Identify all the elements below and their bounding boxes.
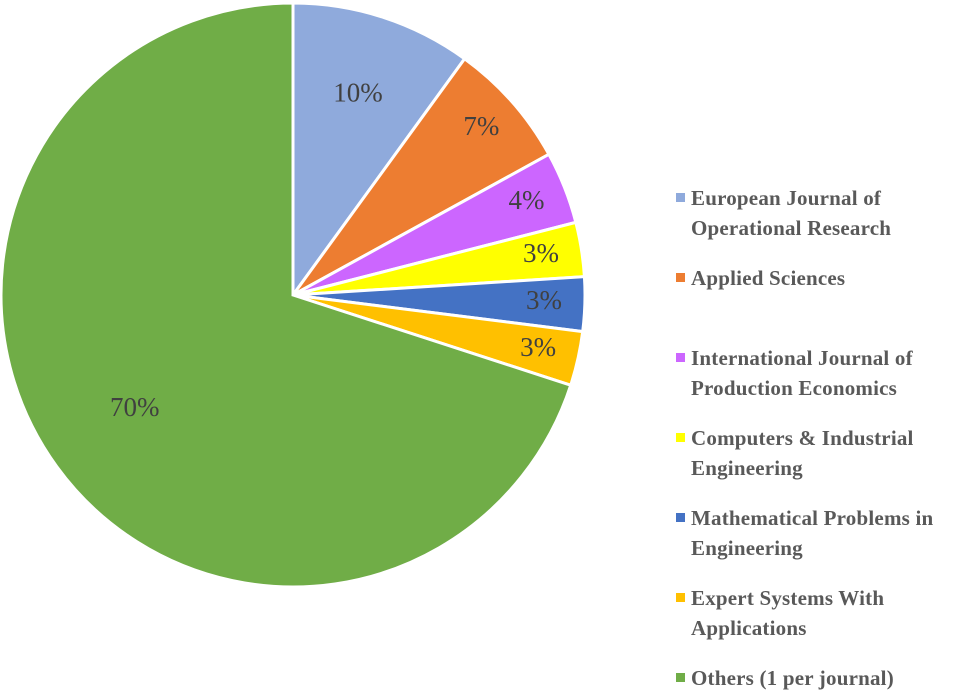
legend-entry: Applied Sciences: [676, 263, 966, 293]
legend-swatch: [676, 433, 685, 442]
legend-swatch: [676, 193, 685, 202]
legend-swatch: [676, 673, 685, 682]
data-label: 3%: [520, 332, 556, 362]
pie-slice: [0, 1, 573, 589]
legend-entry: Mathematical Problems in Engineering: [676, 503, 966, 563]
data-label: 4%: [508, 185, 544, 215]
pie-slice: [291, 1, 467, 300]
data-label: 3%: [523, 238, 559, 268]
legend-label: International Journal of Production Econ…: [691, 346, 913, 400]
legend-swatch: [676, 273, 685, 282]
pie-slice: [291, 56, 551, 297]
legend-label: European Journal of Operational Research: [691, 186, 892, 240]
data-label: 3%: [526, 285, 562, 315]
legend-entry: International Journal of Production Econ…: [676, 343, 966, 403]
legend-entry: Expert Systems With Applications: [676, 583, 966, 643]
legend-swatch: [676, 593, 685, 602]
data-label: 70%: [110, 392, 160, 422]
legend-label: Computers & Industrial Engineering: [691, 426, 914, 480]
legend-label: Others (1 per journal): [691, 666, 894, 690]
legend-entry: Others (1 per journal): [676, 663, 966, 693]
legend-swatch: [676, 353, 685, 362]
legend-entry: Computers & Industrial Engineering: [676, 423, 966, 483]
data-label: 7%: [463, 111, 499, 141]
legend-label: Expert Systems With Applications: [691, 586, 885, 640]
legend-swatch: [676, 513, 685, 522]
data-label: 10%: [333, 77, 383, 107]
legend-label: Applied Sciences: [691, 266, 846, 290]
legend-entry: European Journal of Operational Research: [676, 183, 966, 243]
legend-label: Mathematical Problems in Engineering: [691, 506, 934, 560]
